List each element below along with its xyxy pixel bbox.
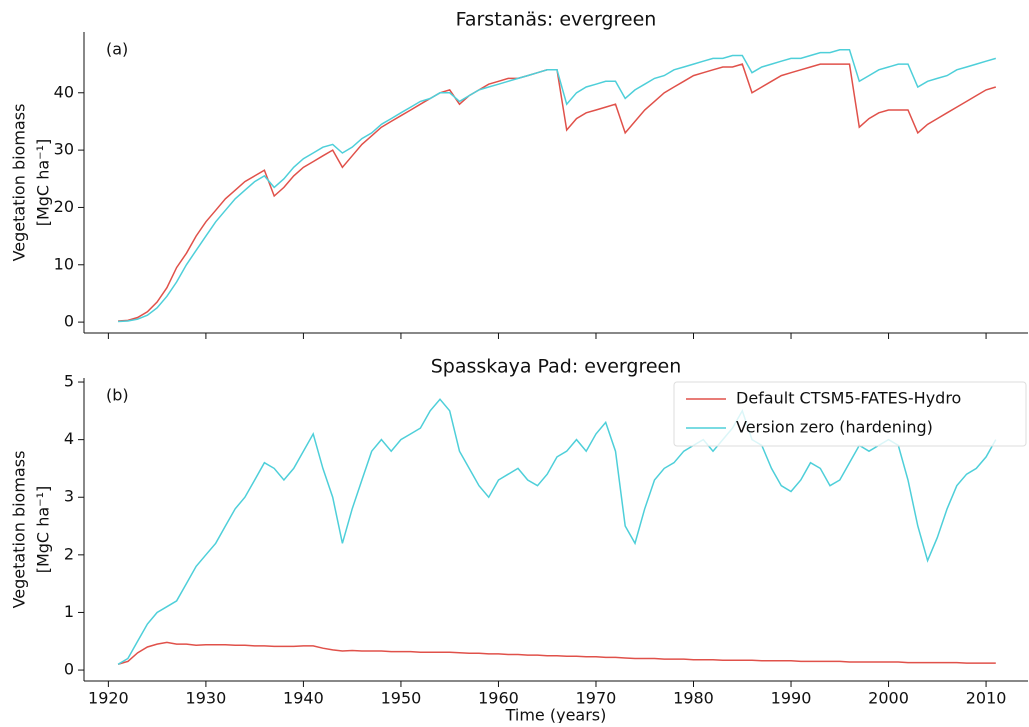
x-tick-label: 1990 bbox=[771, 689, 812, 708]
y-axis-label: Vegetation biomass bbox=[10, 104, 29, 262]
x-tick-label: 2010 bbox=[966, 689, 1007, 708]
y-tick-label: 1 bbox=[64, 602, 74, 621]
series-line bbox=[117, 641, 996, 666]
x-tick-label: 2000 bbox=[868, 689, 909, 708]
y-tick-label: 40 bbox=[54, 82, 74, 101]
x-tick-label: 1950 bbox=[381, 689, 422, 708]
y-tick-label: 4 bbox=[64, 429, 74, 448]
legend-label: Version zero (hardening) bbox=[736, 418, 933, 437]
legend-box bbox=[673, 381, 1027, 447]
y-axis-label: [MgC ha⁻¹] bbox=[34, 486, 53, 574]
y-tick-label: 20 bbox=[54, 197, 74, 216]
series-line bbox=[118, 63, 997, 322]
y-tick-label: 0 bbox=[64, 660, 74, 679]
x-tick-label: 1940 bbox=[283, 689, 324, 708]
y-tick-label: 5 bbox=[64, 372, 74, 391]
y-axis-label: [MgC ha⁻¹] bbox=[34, 139, 53, 227]
y-axis-label: Vegetation biomass bbox=[10, 451, 29, 609]
series-line bbox=[118, 49, 997, 323]
x-tick-label: 1980 bbox=[673, 689, 714, 708]
legend-label: Default CTSM5-FATES-Hydro bbox=[736, 389, 961, 408]
x-tick-label: 1920 bbox=[88, 689, 129, 708]
legend: Default CTSM5-FATES-Hydro Version zero (h… bbox=[673, 381, 1027, 447]
series-line bbox=[117, 398, 997, 665]
x-tick-label: 1930 bbox=[186, 689, 227, 708]
x-tick-label: 1970 bbox=[576, 689, 617, 708]
y-tick-label: 30 bbox=[54, 140, 74, 159]
panel-label: (a) bbox=[106, 40, 128, 59]
panel-label: (b) bbox=[106, 386, 129, 405]
chart-title: Farstanäs: evergreen bbox=[456, 9, 657, 31]
y-tick-label: 10 bbox=[54, 254, 74, 273]
y-tick-label: 2 bbox=[64, 544, 74, 563]
y-tick-label: 3 bbox=[64, 487, 74, 506]
x-tick-label: 1960 bbox=[478, 689, 519, 708]
y-tick-label: 0 bbox=[64, 312, 74, 331]
x-axis-label: Time (years) bbox=[505, 706, 607, 724]
chart-title: Spasskaya Pad: evergreen bbox=[431, 356, 682, 378]
